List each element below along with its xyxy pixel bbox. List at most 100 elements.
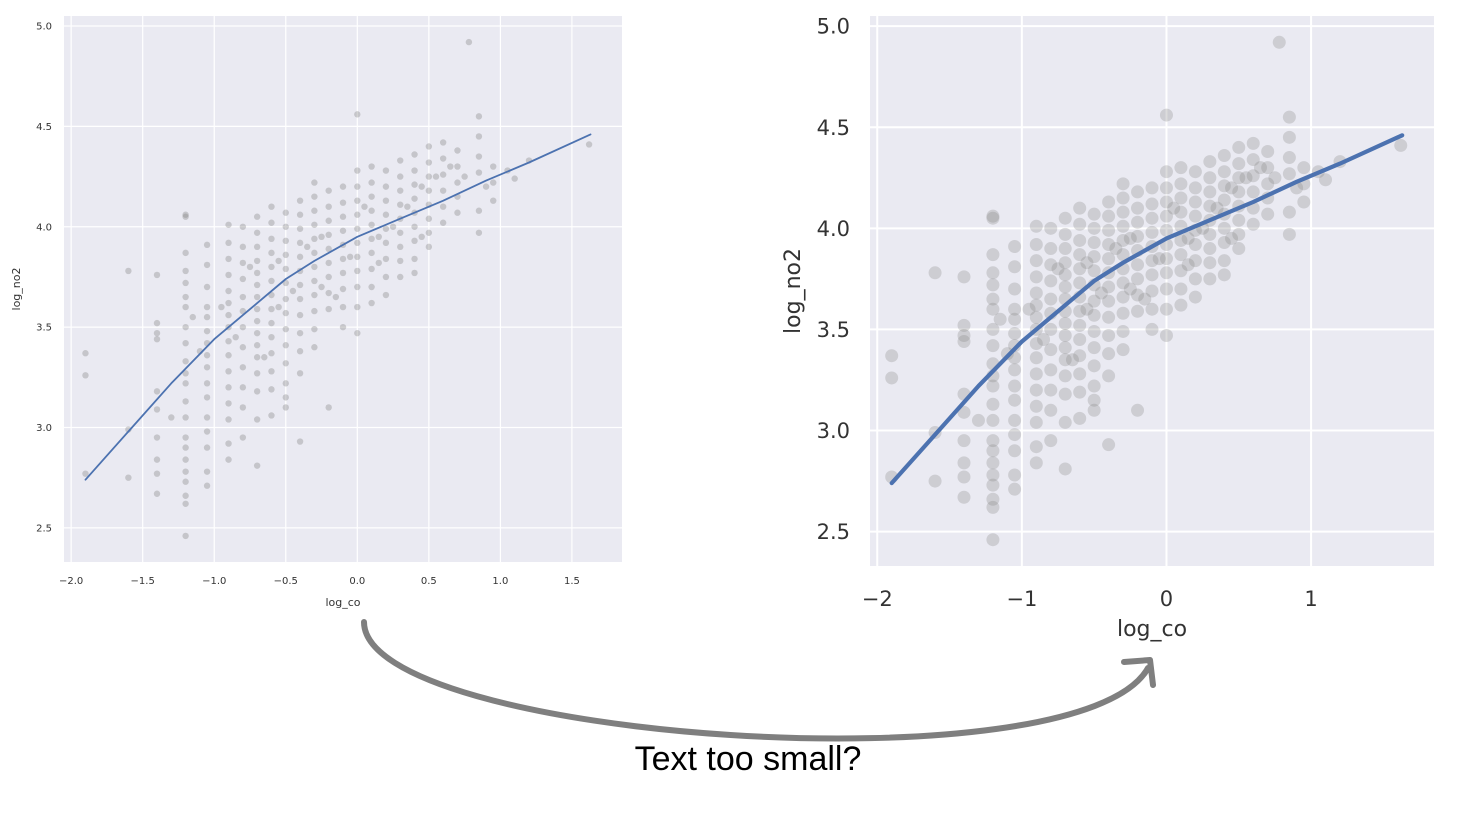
data-point bbox=[282, 265, 289, 273]
data-point bbox=[325, 245, 332, 253]
x-tick-label: 1 bbox=[1304, 587, 1317, 611]
data-point bbox=[225, 440, 232, 447]
data-point bbox=[1174, 248, 1188, 262]
data-point bbox=[182, 492, 189, 499]
data-point bbox=[275, 303, 282, 311]
data-point bbox=[1188, 272, 1202, 286]
data-point bbox=[296, 438, 304, 445]
data-point bbox=[1159, 181, 1173, 195]
data-point bbox=[325, 187, 332, 194]
data-point bbox=[354, 283, 361, 291]
data-point bbox=[986, 500, 1000, 514]
data-point bbox=[268, 412, 275, 419]
data-point bbox=[239, 404, 247, 411]
data-point bbox=[1116, 276, 1130, 290]
data-point bbox=[1188, 165, 1202, 179]
data-point bbox=[1058, 415, 1072, 429]
data-point bbox=[1174, 177, 1188, 191]
data-point bbox=[971, 413, 985, 427]
data-point bbox=[354, 211, 361, 218]
data-point bbox=[1029, 337, 1043, 351]
data-point bbox=[411, 255, 418, 263]
data-point bbox=[1102, 347, 1116, 361]
data-point bbox=[1217, 268, 1231, 282]
data-point bbox=[1116, 248, 1130, 262]
data-point bbox=[282, 251, 289, 259]
y-tick-label: 4.5 bbox=[817, 116, 850, 140]
data-point bbox=[268, 305, 275, 313]
data-point bbox=[418, 233, 425, 241]
data-point bbox=[225, 368, 232, 375]
data-point bbox=[253, 243, 261, 251]
data-point bbox=[1008, 302, 1022, 316]
x-tick-label: 0.0 bbox=[349, 576, 365, 587]
data-point bbox=[475, 229, 483, 236]
data-point bbox=[311, 344, 318, 351]
data-point bbox=[1008, 339, 1022, 353]
data-point bbox=[1008, 326, 1022, 340]
data-point bbox=[382, 183, 390, 190]
data-point bbox=[1102, 195, 1116, 209]
x-tick-label: −0.5 bbox=[274, 576, 298, 587]
data-point bbox=[397, 243, 404, 251]
data-point bbox=[1044, 343, 1058, 357]
data-point bbox=[325, 203, 332, 210]
data-point bbox=[1008, 260, 1022, 274]
data-point bbox=[182, 414, 189, 421]
data-point bbox=[1319, 173, 1333, 187]
data-point bbox=[1058, 227, 1072, 241]
data-point bbox=[1282, 151, 1296, 165]
data-point bbox=[1087, 294, 1101, 308]
data-point bbox=[957, 456, 971, 470]
data-point bbox=[928, 474, 942, 488]
data-point bbox=[1029, 383, 1043, 397]
data-point bbox=[153, 456, 161, 463]
data-point bbox=[1203, 171, 1217, 185]
data-point bbox=[339, 255, 347, 263]
data-point bbox=[1073, 262, 1087, 276]
data-point bbox=[461, 173, 468, 180]
data-point bbox=[225, 239, 232, 247]
data-point bbox=[253, 329, 261, 337]
data-point bbox=[339, 183, 347, 190]
data-point bbox=[1159, 252, 1173, 266]
data-point bbox=[253, 305, 261, 313]
data-point bbox=[1131, 185, 1145, 199]
data-point bbox=[475, 113, 483, 120]
data-point bbox=[1080, 302, 1094, 316]
data-point bbox=[490, 179, 497, 186]
data-point bbox=[253, 416, 261, 423]
data-point bbox=[382, 255, 390, 263]
data-point bbox=[1282, 130, 1296, 144]
data-point bbox=[203, 428, 211, 435]
data-point bbox=[368, 179, 375, 186]
data-point bbox=[1022, 302, 1036, 316]
data-point bbox=[1029, 298, 1043, 312]
data-point bbox=[1008, 413, 1022, 427]
data-point bbox=[1174, 191, 1188, 205]
data-point bbox=[957, 470, 971, 484]
data-point bbox=[1029, 237, 1043, 251]
data-point bbox=[1008, 393, 1022, 407]
data-point bbox=[182, 434, 189, 441]
data-point bbox=[1073, 385, 1087, 399]
data-point bbox=[225, 271, 232, 279]
data-point bbox=[1008, 240, 1022, 254]
data-point bbox=[268, 263, 275, 271]
data-point bbox=[1181, 258, 1195, 272]
y-tick-label: 2.5 bbox=[817, 520, 850, 544]
data-point bbox=[275, 257, 282, 265]
fit-line bbox=[889, 133, 1405, 486]
data-point bbox=[182, 213, 189, 220]
data-point bbox=[368, 221, 375, 228]
data-point bbox=[1058, 341, 1072, 355]
data-point bbox=[1087, 250, 1101, 264]
data-point bbox=[261, 354, 268, 361]
data-point bbox=[253, 370, 261, 377]
data-point bbox=[268, 249, 275, 257]
data-point bbox=[1232, 213, 1246, 227]
data-point bbox=[1116, 324, 1130, 338]
data-point bbox=[203, 482, 211, 489]
data-point bbox=[1102, 223, 1116, 237]
data-point bbox=[439, 219, 447, 226]
